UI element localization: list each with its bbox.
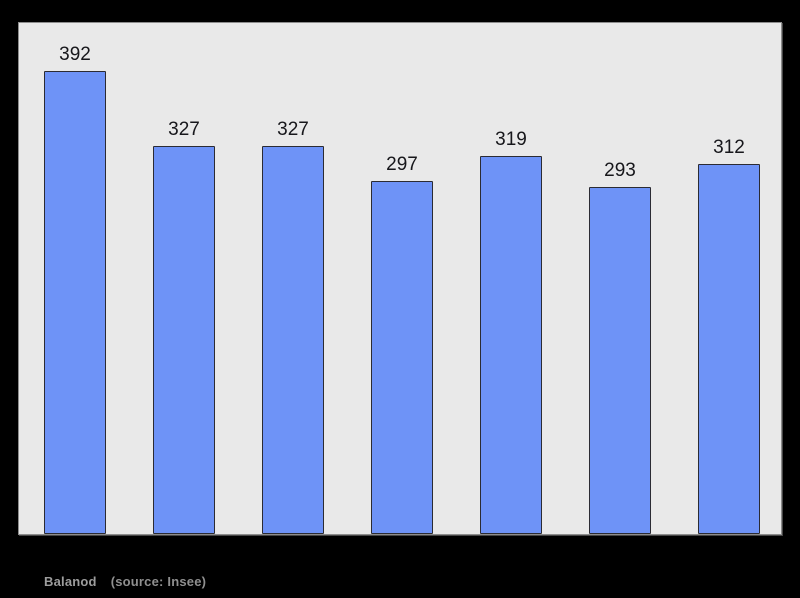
bar[interactable] — [589, 187, 651, 534]
bar[interactable] — [262, 146, 324, 534]
bar-value-label: 327 — [168, 119, 200, 140]
bar[interactable] — [44, 71, 106, 534]
bar-value-label: 312 — [713, 137, 745, 158]
bar[interactable] — [153, 146, 215, 534]
caption-place-name: Balanod — [44, 574, 97, 589]
bar-value-label: 293 — [604, 160, 636, 181]
bar[interactable] — [371, 181, 433, 534]
bar-value-label: 319 — [495, 129, 527, 150]
bar-value-label: 297 — [386, 154, 418, 175]
bar-value-label: 392 — [59, 44, 91, 65]
plot-area: 392 327 327 297 319 293 — [18, 22, 782, 535]
chart-caption: Balanod (source: Insee) — [44, 574, 206, 590]
bar[interactable] — [698, 164, 760, 534]
bar[interactable] — [480, 156, 542, 534]
bar-value-label: 327 — [277, 119, 309, 140]
bar-series: 392 327 327 297 319 293 — [19, 23, 781, 534]
caption-source: (source: Insee) — [110, 574, 207, 589]
